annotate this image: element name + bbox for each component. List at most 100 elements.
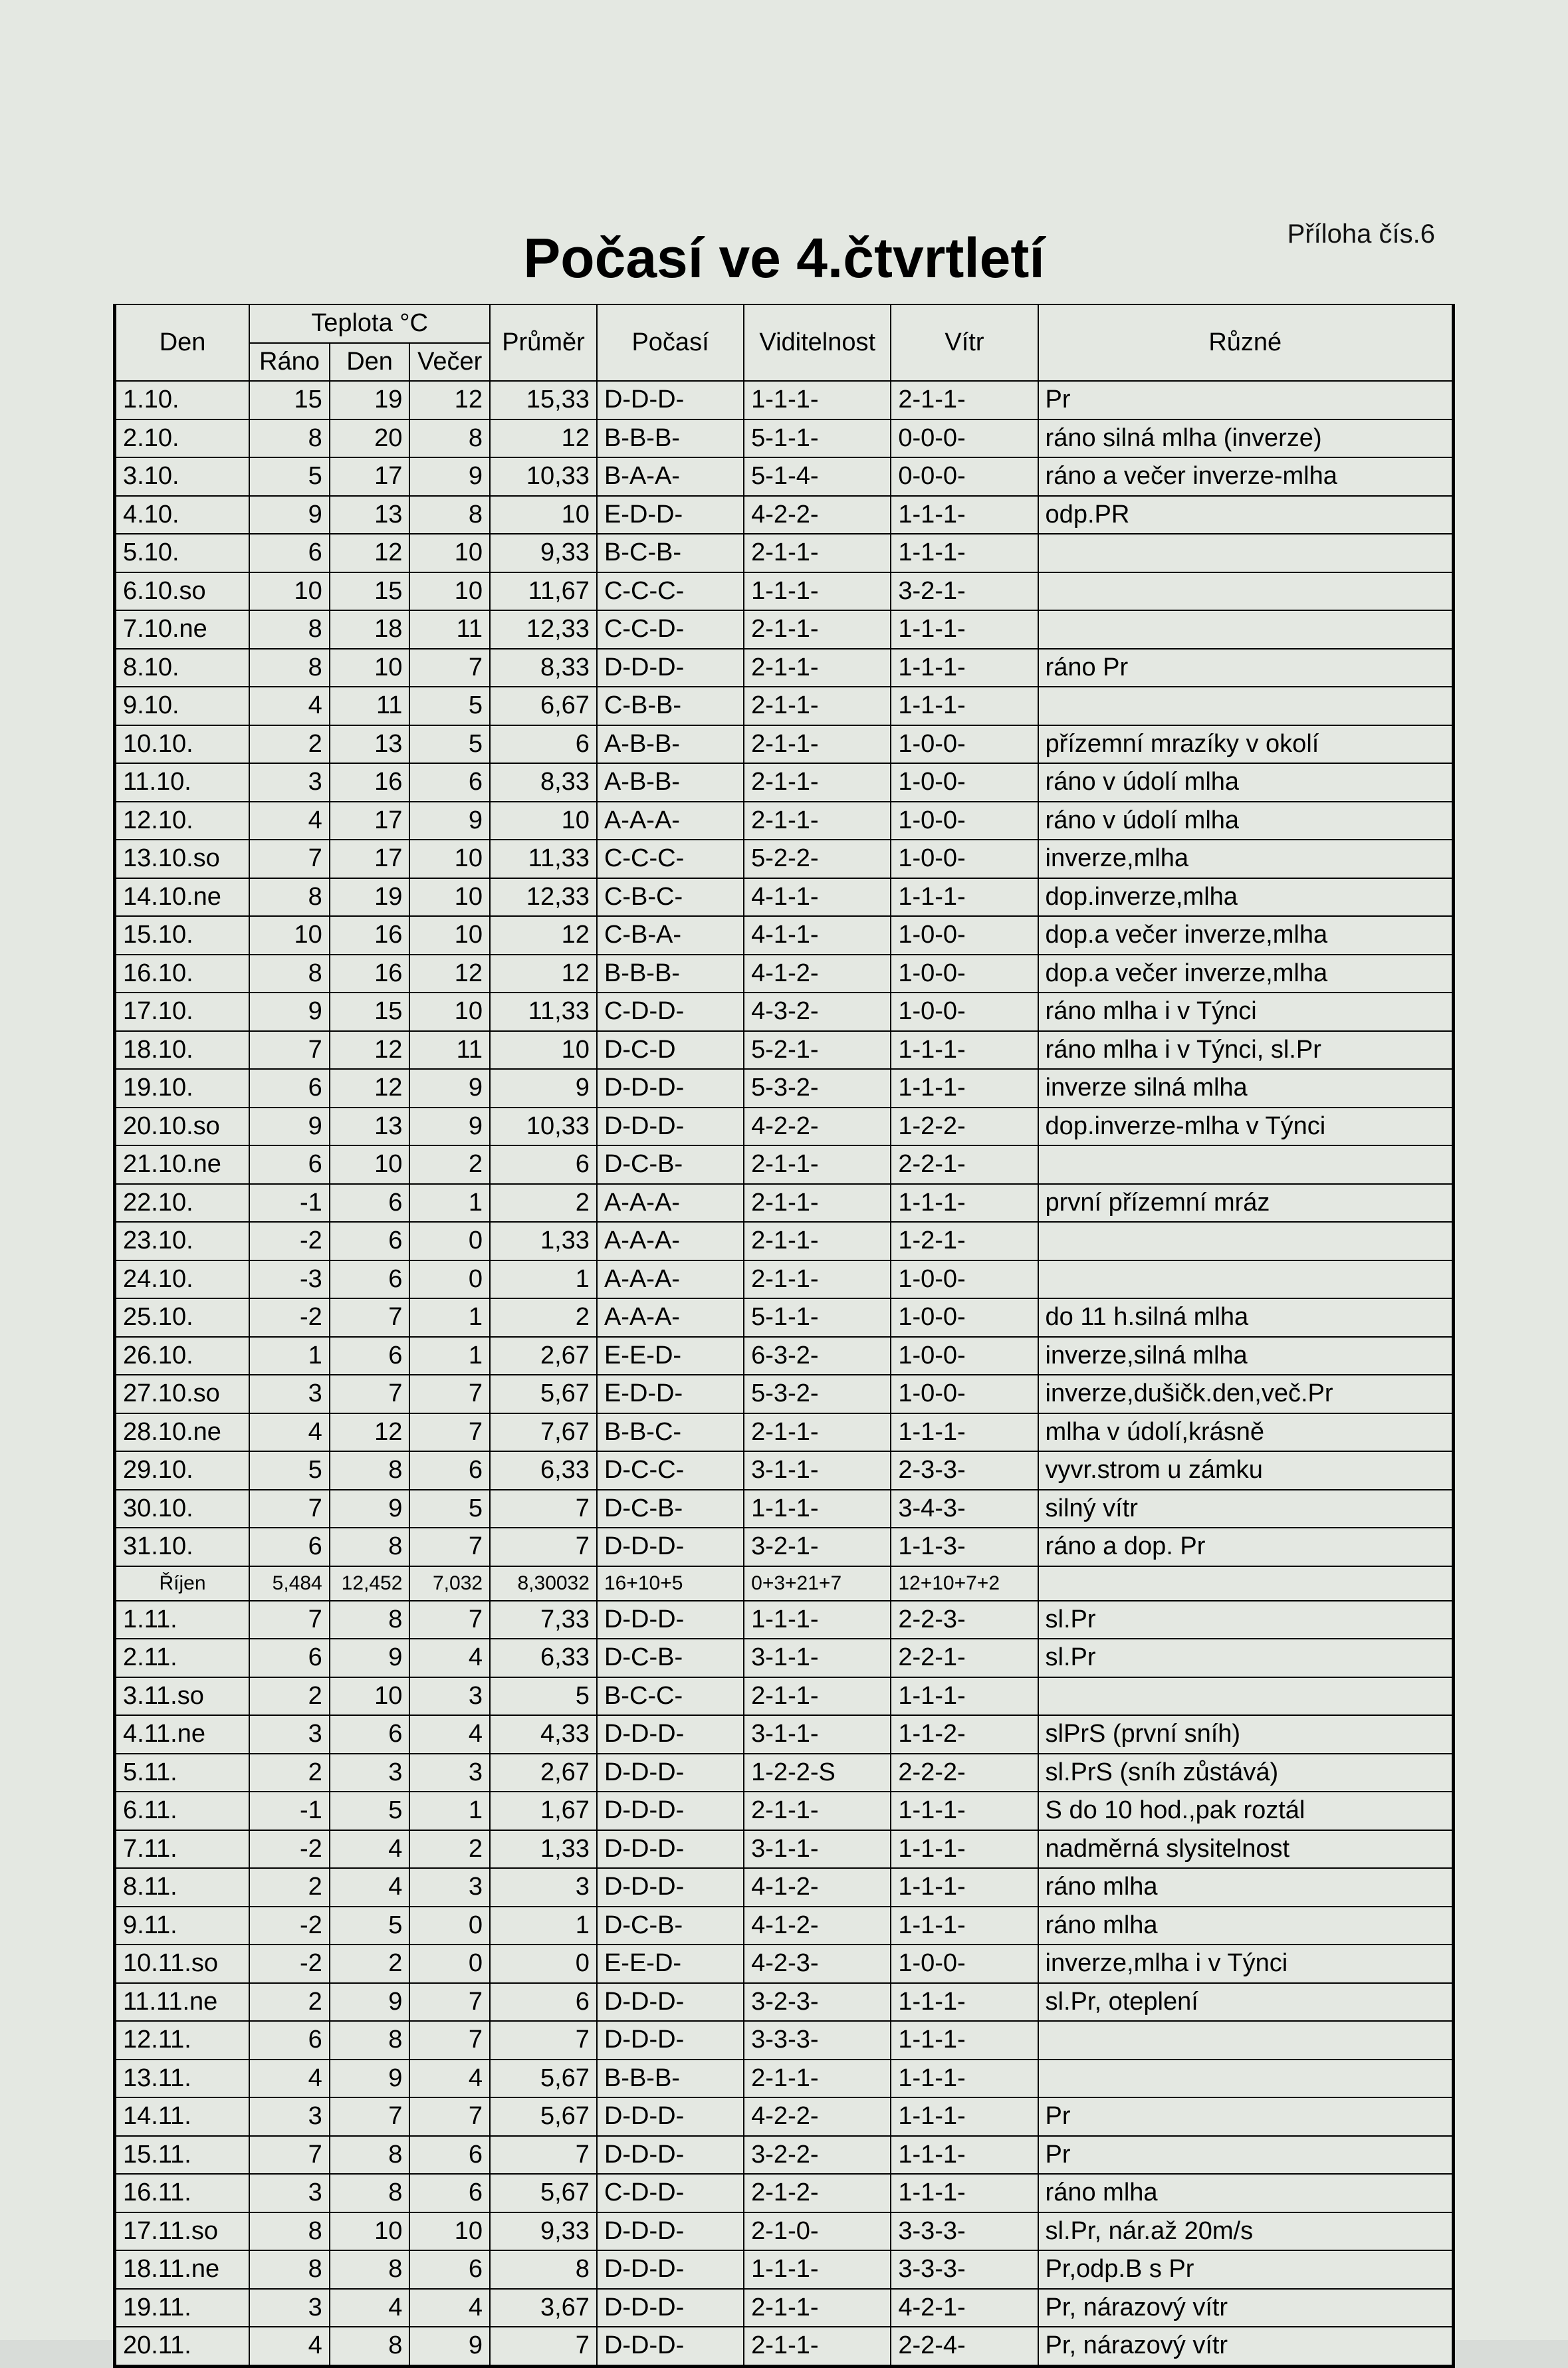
cell-vecer: 5 [409,1490,490,1528]
cell-vid: 2-1-1- [744,2289,891,2327]
cell-ruzne [1038,1677,1452,1716]
cell-rano: 10 [249,916,330,955]
cell-vid: 6-3-2- [744,1337,891,1375]
cell-pocasi: D-D-D- [597,2250,744,2289]
col-vecer: Večer [409,343,490,382]
cell-denT: 10 [330,1677,410,1716]
cell-denT: 8 [330,1528,410,1566]
cell-rano: 8 [249,955,330,993]
cell-pocasi: E-D-D- [597,496,744,534]
cell-vecer: 1 [409,1792,490,1830]
cell-vid: 3-2-3- [744,1983,891,2022]
cell-vecer: 2 [409,1830,490,1869]
cell-vid: 1-1-1- [744,572,891,611]
table-row: 4.10.913810E-D-D-4-2-2-1-1-1-odp.PR [116,496,1452,534]
cell-vitr: 1-1-1- [891,1031,1038,1070]
cell-vitr: 1-1-3- [891,1528,1038,1566]
cell-prumer: 9 [490,1069,597,1108]
cell-vid: 3-3-3- [744,2021,891,2060]
cell-den: 19.10. [116,1069,249,1108]
cell-denT: 10 [330,2212,410,2251]
cell-pocasi: D-D-D- [597,1983,744,2022]
cell-pocasi: D-D-D- [597,1108,744,1146]
cell-vid: 5-1-1- [744,1298,891,1337]
cell-denT: 12 [330,534,410,572]
cell-prumer: 1 [490,1260,597,1299]
cell-denT: 16 [330,955,410,993]
cell-prumer: 8,33 [490,763,597,802]
table-body: 1.10.15191215,33D-D-D-1-1-1-2-1-1-Pr2.10… [116,381,1452,2365]
cell-den: 25.10. [116,1298,249,1337]
table-row: 21.10.ne61026D-C-B-2-1-1-2-2-1- [116,1145,1452,1184]
weather-table: Den Teplota °C Průměr Počasí Viditelnost… [115,304,1453,2366]
table-row: 19.11.3443,67D-D-D-2-1-1-4-2-1-Pr, náraz… [116,2289,1452,2327]
cell-rano: 7 [249,1601,330,1639]
cell-prumer: 7 [490,2021,597,2060]
cell-den: 26.10. [116,1337,249,1375]
cell-pocasi: A-A-A- [597,1222,744,1260]
cell-prumer: 10 [490,802,597,840]
cell-rano: 2 [249,1754,330,1792]
cell-vid: 1-1-1- [744,1601,891,1639]
cell-denT: 11 [330,687,410,725]
table-row: 24.10.-3601A-A-A-2-1-1-1-0-0- [116,1260,1452,1299]
table-frame: Den Teplota °C Průměr Počasí Viditelnost… [113,304,1455,2368]
cell-ruzne: Pr [1038,381,1452,419]
cell-vecer: 3 [409,1868,490,1907]
cell-den: 2.11. [116,1639,249,1677]
table-row: 10.10.21356A-B-B-2-1-1-1-0-0-přízemní mr… [116,725,1452,764]
cell-vid: 4-2-2- [744,2097,891,2136]
cell-den: 6.11. [116,1792,249,1830]
cell-prumer: 7 [490,2136,597,2175]
table-row: 20.10.so913910,33D-D-D-4-2-2-1-2-2-dop.i… [116,1108,1452,1146]
cell-denT: 9 [330,1983,410,2022]
cell-pocasi: B-B-C- [597,1413,744,1452]
table-row: 13.10.so7171011,33C-C-C-5-2-2-1-0-0-inve… [116,840,1452,878]
cell-vid: 2-1-1- [744,2327,891,2365]
cell-vid: 2-1-1- [744,763,891,802]
cell-denT: 12,452 [330,1566,410,1601]
cell-rano: 8 [249,649,330,687]
cell-rano: 7 [249,1490,330,1528]
cell-vecer: 5 [409,725,490,764]
cell-prumer: 2 [490,1184,597,1223]
cell-pocasi: D-D-D- [597,2136,744,2175]
cell-prumer: 2,67 [490,1754,597,1792]
cell-vid: 4-1-2- [744,1868,891,1907]
cell-rano: 6 [249,1528,330,1566]
cell-ruzne: mlha v údolí,krásně [1038,1413,1452,1452]
cell-vid: 4-2-3- [744,1945,891,1983]
cell-den: 7.10.ne [116,610,249,649]
cell-rano: 3 [249,763,330,802]
cell-denT: 15 [330,572,410,611]
table-row: 13.11.4945,67B-B-B-2-1-1-1-1-1- [116,2060,1452,2098]
cell-vitr: 1-1-1- [891,2174,1038,2212]
cell-den: 7.11. [116,1830,249,1869]
cell-ruzne: přízemní mrazíky v okolí [1038,725,1452,764]
table-row: 3.10.517910,33B-A-A-5-1-4-0-0-0-ráno a v… [116,457,1452,496]
cell-ruzne: Pr,odp.B s Pr [1038,2250,1452,2289]
table-row: 30.10.7957D-C-B-1-1-1-3-4-3-silný vítr [116,1490,1452,1528]
cell-vid: 3-2-2- [744,2136,891,2175]
cell-vecer: 10 [409,840,490,878]
cell-ruzne: dop.a večer inverze,mlha [1038,955,1452,993]
cell-prumer: 4,33 [490,1715,597,1754]
table-row: Říjen5,48412,4527,0328,3003216+10+50+3+2… [116,1566,1452,1601]
cell-den: 18.11.ne [116,2250,249,2289]
cell-pocasi: E-E-D- [597,1337,744,1375]
cell-vid: 3-1-1- [744,1830,891,1869]
cell-vecer: 1 [409,1337,490,1375]
cell-den: 13.11. [116,2060,249,2098]
cell-rano: 4 [249,2327,330,2365]
table-row: 17.10.9151011,33C-D-D-4-3-2-1-0-0-ráno m… [116,993,1452,1031]
cell-pocasi: D-C-C- [597,1451,744,1490]
cell-pocasi: B-B-B- [597,955,744,993]
cell-prumer: 6,67 [490,687,597,725]
cell-vid: 4-1-2- [744,955,891,993]
cell-pocasi: D-C-B- [597,1907,744,1945]
cell-prumer: 12 [490,916,597,955]
cell-vitr: 2-2-2- [891,1754,1038,1792]
cell-denT: 9 [330,1490,410,1528]
cell-pocasi: C-C-C- [597,840,744,878]
cell-den: 28.10.ne [116,1413,249,1452]
